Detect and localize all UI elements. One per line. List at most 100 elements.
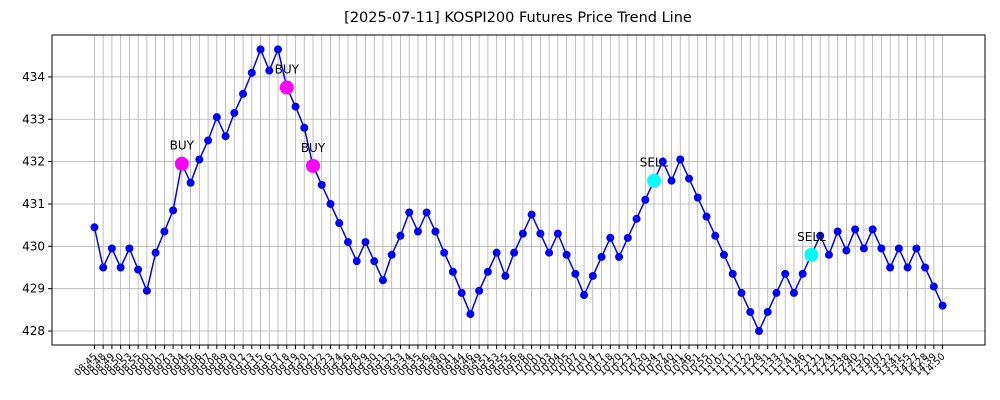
point [588, 271, 597, 280]
point [615, 252, 624, 261]
point [842, 246, 851, 255]
point [597, 252, 606, 261]
signal-marker [279, 80, 294, 95]
point [256, 45, 265, 54]
point [116, 263, 125, 272]
y-tick-label: 433 [22, 112, 45, 126]
point [702, 212, 711, 221]
point [553, 229, 562, 238]
point [894, 244, 903, 253]
point [510, 248, 519, 257]
point [501, 271, 510, 280]
point [632, 214, 641, 223]
point [230, 108, 239, 117]
point [580, 291, 589, 300]
signal-marker [647, 173, 662, 188]
point [396, 231, 405, 240]
point [763, 307, 772, 316]
point [422, 208, 431, 217]
point [335, 219, 344, 228]
point [361, 238, 370, 247]
point [693, 193, 702, 202]
point [781, 269, 790, 278]
chart-title: [2025-07-11] KOSPI200 Futures Price Tren… [344, 10, 692, 26]
point [859, 244, 868, 253]
point [903, 263, 912, 272]
point [929, 282, 938, 291]
point [300, 123, 309, 132]
y-tick-label: 431 [22, 197, 45, 211]
point [789, 288, 798, 297]
y-tick-label: 434 [22, 70, 45, 84]
point [221, 132, 230, 141]
point [274, 45, 283, 54]
point [685, 174, 694, 183]
point [746, 307, 755, 316]
point [431, 227, 440, 236]
point [343, 238, 352, 247]
point [413, 227, 422, 236]
point [754, 327, 763, 336]
point [204, 136, 213, 145]
point [545, 248, 554, 257]
y-tick-label: 429 [22, 282, 45, 296]
point [448, 267, 457, 276]
point [676, 155, 685, 164]
point [606, 233, 615, 242]
point [571, 269, 580, 278]
point [623, 233, 632, 242]
signal-label: BUY [301, 141, 326, 155]
y-tick-label: 428 [22, 324, 45, 338]
point [265, 66, 274, 75]
point [475, 286, 484, 295]
point [326, 199, 335, 208]
point [562, 250, 571, 259]
signal-label: SELL [797, 230, 826, 244]
point [641, 195, 650, 204]
point [440, 248, 449, 257]
point [247, 68, 256, 77]
point [169, 206, 178, 215]
point [527, 210, 536, 219]
signal-marker [306, 158, 321, 173]
point [737, 288, 746, 297]
y-tick-label: 432 [22, 155, 45, 169]
point [711, 231, 720, 240]
point [921, 263, 930, 272]
signal-label: BUY [170, 139, 195, 153]
signal-marker [804, 247, 819, 262]
point [851, 225, 860, 234]
point [772, 288, 781, 297]
point [833, 227, 842, 236]
point [483, 267, 492, 276]
y-tick-label: 430 [22, 239, 45, 253]
point [728, 269, 737, 278]
point [142, 286, 151, 295]
point [291, 102, 300, 111]
point [239, 89, 248, 98]
point [457, 288, 466, 297]
point [536, 229, 545, 238]
point [886, 263, 895, 272]
point [134, 265, 143, 274]
point [798, 269, 807, 278]
point [877, 244, 886, 253]
point [492, 248, 501, 257]
point [160, 227, 169, 236]
point [466, 310, 475, 319]
point [195, 155, 204, 164]
point [938, 301, 947, 310]
point [658, 157, 667, 166]
point [125, 244, 134, 253]
point [387, 250, 396, 259]
point [107, 244, 116, 253]
signal-label: BUY [275, 63, 300, 77]
point [90, 223, 99, 232]
point [912, 244, 921, 253]
point [667, 176, 676, 185]
point [816, 231, 825, 240]
point [212, 113, 221, 122]
plot-frame [51, 34, 986, 346]
point [186, 178, 195, 187]
